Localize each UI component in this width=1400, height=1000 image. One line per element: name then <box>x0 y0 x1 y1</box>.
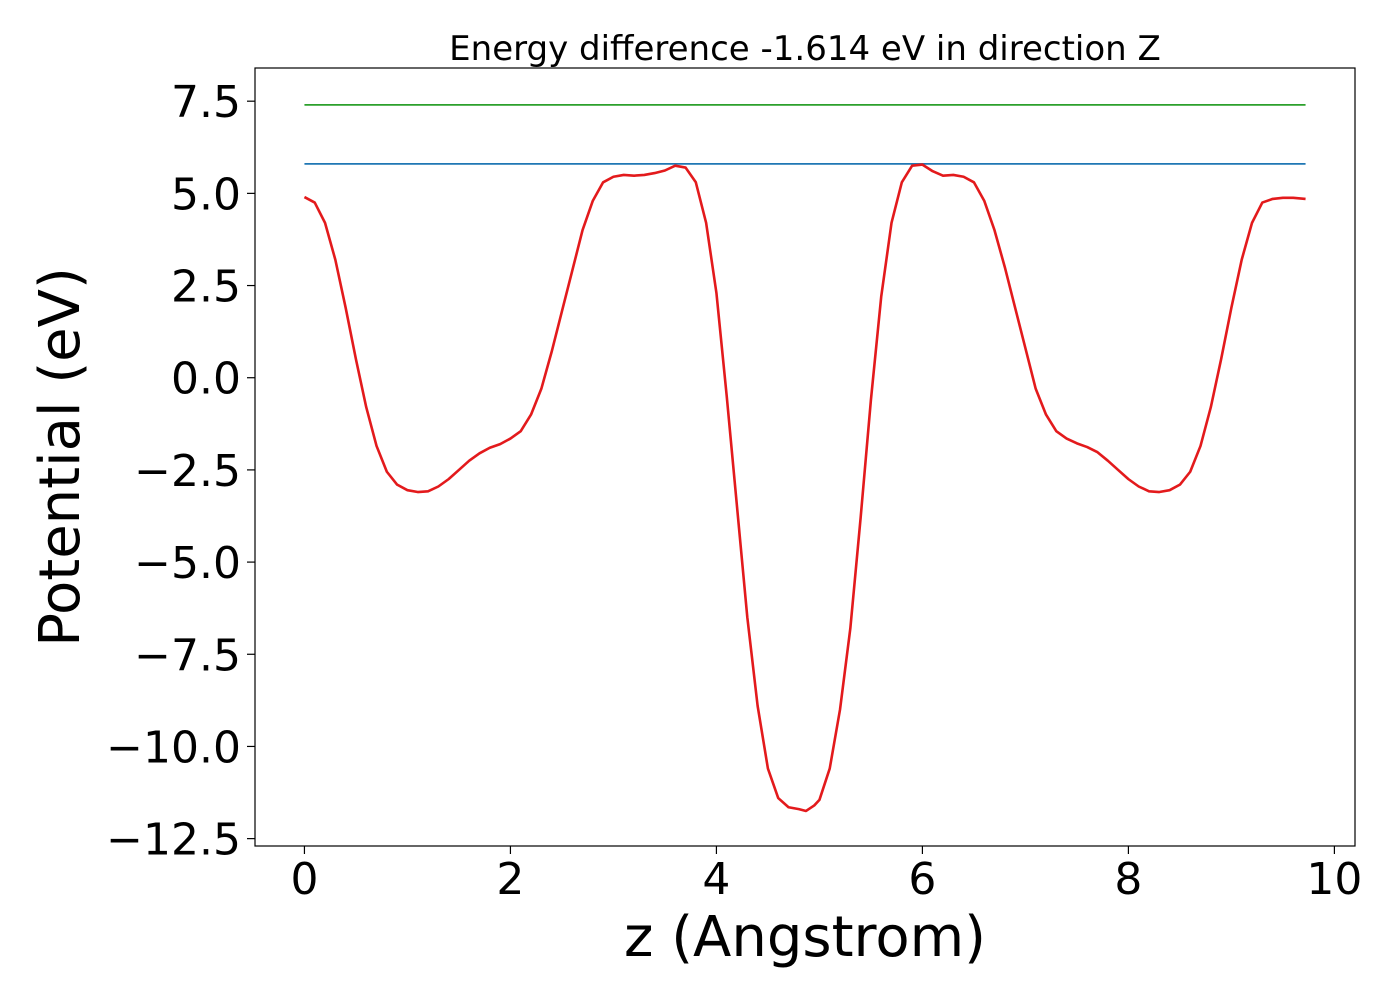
y-tick-label: −2.5 <box>134 446 241 497</box>
y-tick-label: −12.5 <box>106 815 241 866</box>
y-tick-label: 2.5 <box>171 262 241 313</box>
y-tick-label: 0.0 <box>171 354 241 405</box>
y-axis: 7.5 5.0 2.5 0.0 −2.5 −5.0 −7.5 −10.0 −12.5 <box>106 77 255 866</box>
series-line-2 <box>303 163 1306 813</box>
y-tick-label: −5.0 <box>134 538 241 589</box>
x-axis-label: z (Angstrom) <box>624 905 986 970</box>
y-tick-label: 5.0 <box>171 169 241 220</box>
x-tick-label: 0 <box>290 854 318 905</box>
y-tick-label: −7.5 <box>134 630 241 681</box>
plot-area <box>254 67 1356 847</box>
x-tick-label: 8 <box>1114 854 1142 905</box>
x-tick-label: 2 <box>496 854 524 905</box>
y-tick-label: −10.0 <box>106 722 241 773</box>
x-axis: 0 2 4 6 8 10 <box>290 846 1362 905</box>
y-axis-label: Potential (eV) <box>28 267 93 647</box>
x-tick-label: 6 <box>908 854 936 905</box>
x-tick-label: 10 <box>1306 854 1362 905</box>
y-tick-label: 7.5 <box>171 77 241 128</box>
series-layer <box>303 103 1306 813</box>
plot-frame <box>254 67 1356 847</box>
chart-title: Energy difference -1.614 eV in direction… <box>449 29 1161 69</box>
x-tick-label: 4 <box>702 854 730 905</box>
